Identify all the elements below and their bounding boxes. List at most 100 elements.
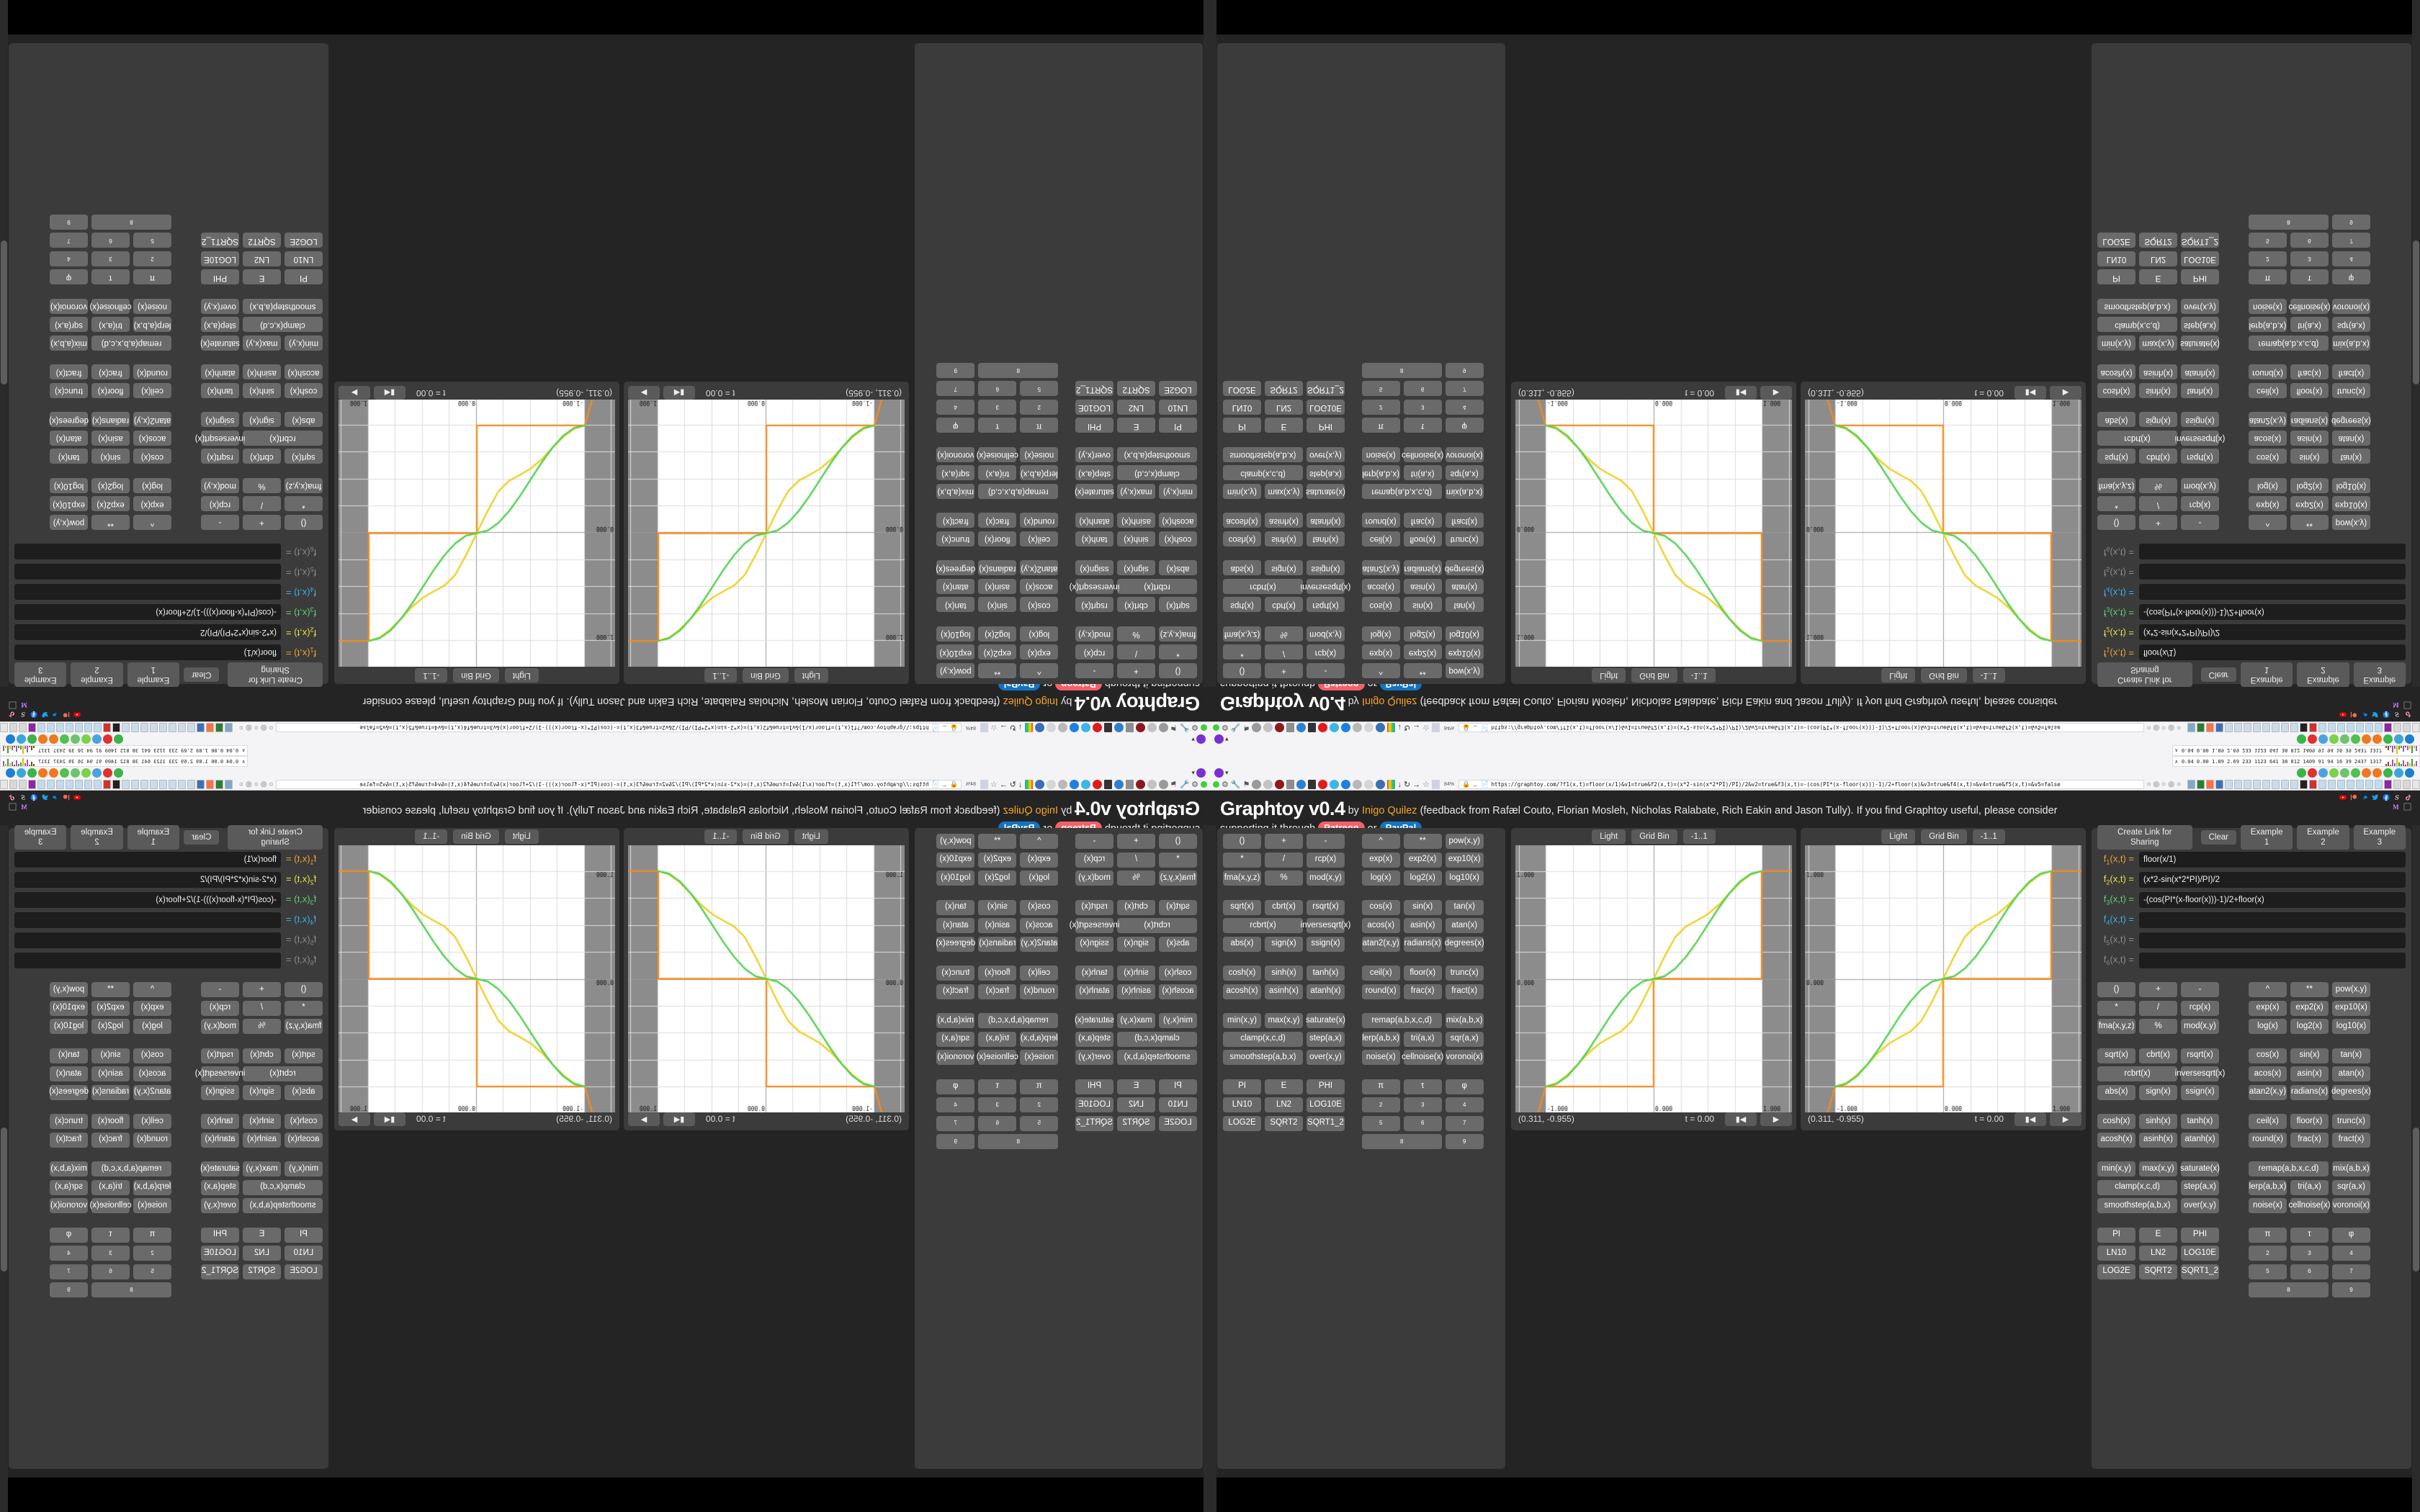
shield-icon[interactable]	[1263, 780, 1273, 789]
keypad-key-asin-x[interactable]: asin(x)	[978, 918, 1017, 933]
bookmark-favicon-9[interactable]	[27, 734, 37, 744]
keypad-key-[interactable]: ()	[1223, 834, 1261, 849]
keypad-key-sqrt-x[interactable]: sqrt(x)	[2097, 449, 2136, 464]
keypad-key-sign-x[interactable]: sign(x)	[243, 412, 281, 428]
keypad-key-[interactable]: ^	[1361, 834, 1400, 849]
keypad-key-cosh-x[interactable]: cosh(x)	[2097, 1114, 2136, 1129]
keypad-key-frac-x[interactable]: frac(x)	[91, 1132, 130, 1148]
tab-circle-5-icon[interactable]: ○	[2176, 780, 2181, 788]
keypad-key-3[interactable]: 3	[978, 1097, 1017, 1112]
keypad-key-[interactable]: -	[1075, 663, 1113, 678]
keypad-key-[interactable]: /	[1117, 644, 1155, 660]
example-2-button[interactable]: Example 2	[2297, 662, 2349, 688]
tab-favicon-3[interactable]	[206, 780, 214, 789]
keypad-key-e[interactable]: E	[1265, 1079, 1303, 1094]
keypad-key-sinh-x[interactable]: sinh(x)	[2139, 1114, 2177, 1129]
keypad-key-over-x-y[interactable]: over(x,y)	[1075, 447, 1113, 462]
tab-favicon-24[interactable]	[2403, 723, 2411, 732]
keypad-key-8[interactable]: 8	[1361, 363, 1442, 378]
keypad-key-asin-x[interactable]: asin(x)	[91, 1066, 130, 1081]
paypal-icon[interactable]	[2361, 793, 2368, 801]
bookmark-favicon-11[interactable]	[6, 734, 15, 744]
keypad-key-2[interactable]: 2	[1020, 400, 1059, 415]
create-link-button[interactable]: Create Link for Sharing	[228, 662, 323, 688]
keypad-key-log2e[interactable]: LOG2E	[1223, 381, 1261, 397]
tab-circle-4-icon[interactable]: ◎	[246, 780, 252, 788]
author-link[interactable]: Inigo Quilez	[1361, 696, 1417, 707]
clear-button[interactable]: Clear	[2200, 829, 2237, 845]
keypad-key-abs-x[interactable]: abs(x)	[1159, 560, 1197, 576]
keypad-key-fract-x[interactable]: fract(x)	[1445, 984, 1484, 999]
page-scrollbar-left-edge[interactable]	[1210, 0, 1216, 687]
keypad-key-voronoi-x[interactable]: voronoi(x)	[2332, 299, 2370, 314]
keypad-key-atan2-x-y[interactable]: atan2(x,y)	[133, 1084, 171, 1100]
keypad-key-step-a-x[interactable]: step(a,x)	[201, 317, 239, 333]
tab-favicon-25[interactable]	[2412, 723, 2420, 732]
function-keypad-right[interactable]: () + - * / rcp(x) fma(x,y,z)% mod(x,y) ^ ** pow(x,…	[13, 209, 323, 530]
keypad-key-cbrt-x[interactable]: cbrt(x)	[1117, 597, 1155, 613]
example-3-button[interactable]: Example 3	[14, 824, 67, 850]
tab-favicon-5[interactable]	[187, 723, 195, 732]
keypad-key-acosh-x[interactable]: acosh(x)	[1159, 984, 1197, 999]
grid-bin-button-2[interactable]: Grid Bin	[453, 667, 499, 683]
keypad-key-rcp-x[interactable]: rcp(x)	[1307, 644, 1345, 660]
bookmark-favicon-2[interactable]	[103, 768, 112, 778]
reload-icon[interactable]: ↻	[1403, 780, 1411, 789]
keypad-key-cellnoise-x[interactable]: cellnoise(x)	[977, 1050, 1018, 1065]
keypad-key-phi[interactable]: PHI	[2181, 269, 2219, 285]
url-text[interactable]: https://graphtoy.com/?f1(x,t)=floor(x/1)…	[1491, 724, 2061, 731]
url-bar[interactable]: 🔒 ← 📄 https://graphtoy.com/?f1(x,t)=floo…	[1458, 780, 2145, 789]
keypad-key-sign-x[interactable]: sign(x)	[243, 1084, 281, 1100]
keypad-key-cosh-x[interactable]: cosh(x)	[1223, 531, 1261, 546]
keypad-key-radians-x[interactable]: radians(x)	[91, 1084, 130, 1100]
keypad-key-rcbrt-x[interactable]: rcbrt(x)	[2097, 1066, 2177, 1081]
page-scrollbar-left-edge[interactable]	[1204, 825, 1210, 1512]
keypad-key-exp10-x[interactable]: exp10(x)	[1445, 644, 1484, 660]
rewind-button[interactable]: ▮◀	[663, 1112, 695, 1126]
keypad-key-9[interactable]: 9	[50, 1282, 88, 1297]
keypad-key-exp2-x[interactable]: exp2(x)	[978, 644, 1017, 660]
circle-extension-icon[interactable]	[1364, 780, 1374, 789]
tab-circle-3-icon[interactable]: ○	[2161, 724, 2166, 732]
bookmark-favicon-11[interactable]	[6, 768, 15, 778]
tab-favicon-25[interactable]	[2412, 780, 2420, 789]
keypad-key-rsqrt-x[interactable]: rsqrt(x)	[1075, 597, 1113, 613]
tab-favicon-4[interactable]	[2215, 780, 2223, 789]
record-icon[interactable]	[1092, 723, 1102, 732]
keypad-key-ssign-x[interactable]: ssign(x)	[2181, 412, 2219, 428]
keypad-key-[interactable]: π	[1020, 1079, 1059, 1094]
keypad-key-rcp-x[interactable]: rcp(x)	[1307, 852, 1345, 868]
plot-area-2[interactable]	[339, 400, 615, 667]
window-controls[interactable]: ▾	[1210, 768, 1229, 778]
back-icon[interactable]: ←	[941, 780, 948, 788]
keypad-key-min-x-y[interactable]: min(x,y)	[1159, 484, 1197, 499]
download-icon[interactable]: ↓	[1018, 723, 1023, 732]
bookmark-flag-icon[interactable]: ⚑	[1170, 780, 1178, 789]
keypad-key-sin-x[interactable]: sin(x)	[978, 597, 1017, 613]
keypad-key-7[interactable]: 7	[936, 381, 975, 397]
keypad-key-voronoi-x[interactable]: voronoi(x)	[1445, 1050, 1484, 1065]
keypad-key-cellnoise-x[interactable]: cellnoise(x)	[1402, 447, 1443, 462]
keypad-key-round-x[interactable]: round(x)	[1361, 984, 1400, 999]
keypad-key-atan-x[interactable]: atan(x)	[2332, 1066, 2370, 1081]
forward-icon[interactable]: →	[999, 723, 1008, 732]
keypad-key-remap-a-b-x-c-d[interactable]: remap(a,b,x,c,d)	[978, 484, 1059, 499]
keypad-key-pow-x-y[interactable]: pow(x,y)	[936, 663, 975, 678]
keypad-key-tanh-x[interactable]: tanh(x)	[2181, 1114, 2219, 1129]
translate-icon[interactable]	[1113, 723, 1124, 732]
keypad-key-rsqrt-x[interactable]: rsqrt(x)	[1307, 899, 1345, 915]
page-scrollbar[interactable]	[0, 825, 8, 1512]
keypad-key-atan-x[interactable]: atan(x)	[50, 431, 88, 446]
keypad-key-tanh-x[interactable]: tanh(x)	[1075, 966, 1113, 981]
keypad-key-pow-x-y[interactable]: pow(x,y)	[1445, 663, 1484, 678]
keypad-key-[interactable]: %	[1117, 870, 1155, 886]
plot-canvas-1[interactable]	[1515, 400, 1792, 667]
keypad-key-phi[interactable]: PHI	[1075, 1079, 1113, 1094]
tab-favicon-4[interactable]	[197, 723, 205, 732]
keypad-key-pi[interactable]: PI	[1223, 1079, 1261, 1094]
keypad-key-ceil-x[interactable]: ceil(x)	[2249, 383, 2287, 398]
keypad-key-exp2-x[interactable]: exp2(x)	[91, 496, 130, 512]
pocket-icon[interactable]	[1034, 723, 1044, 732]
globe-icon[interactable]	[1158, 723, 1168, 732]
keypad-key-sin-x[interactable]: sin(x)	[1403, 899, 1442, 915]
